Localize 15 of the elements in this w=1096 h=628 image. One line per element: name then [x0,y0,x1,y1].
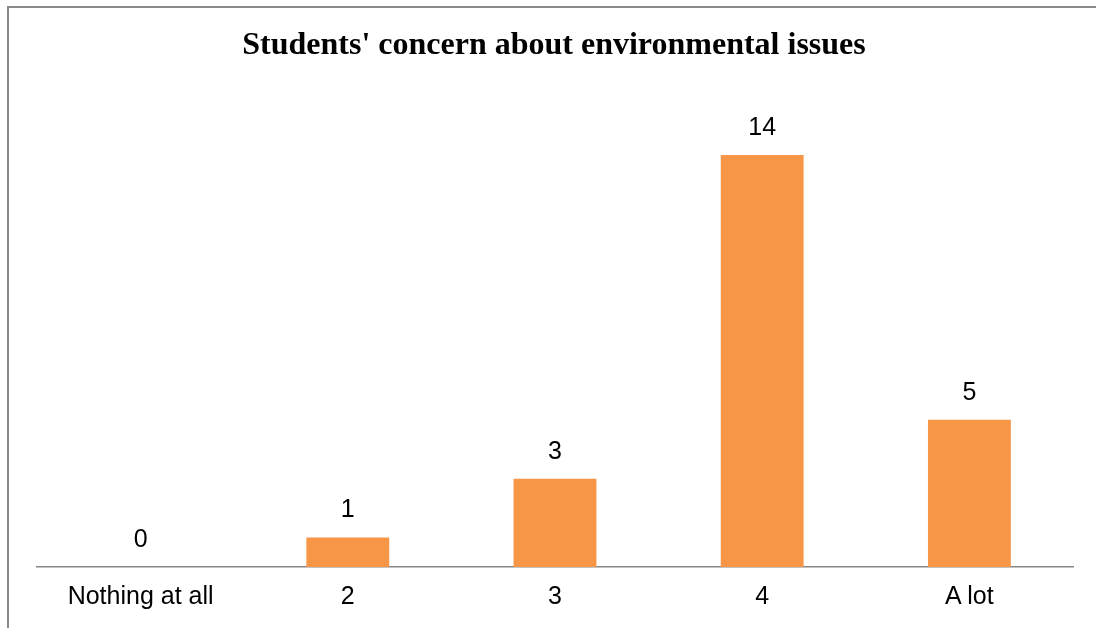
data-label: 1 [340,494,355,523]
x-tick-label: A lot [945,581,994,610]
x-tick-label: 2 [340,581,355,610]
bar [720,155,804,567]
data-label: 14 [748,111,777,140]
data-label: 0 [133,523,148,552]
bar [513,478,597,567]
data-label: 3 [548,435,562,464]
bar [306,537,390,567]
bar [927,419,1011,567]
x-tick-label: Nothing at all [67,581,214,610]
x-tick-label: 3 [548,581,562,610]
x-tick-label: 4 [755,581,770,610]
chart-title: Students' concern about environmental issues [242,25,866,62]
data-label: 5 [962,376,977,405]
